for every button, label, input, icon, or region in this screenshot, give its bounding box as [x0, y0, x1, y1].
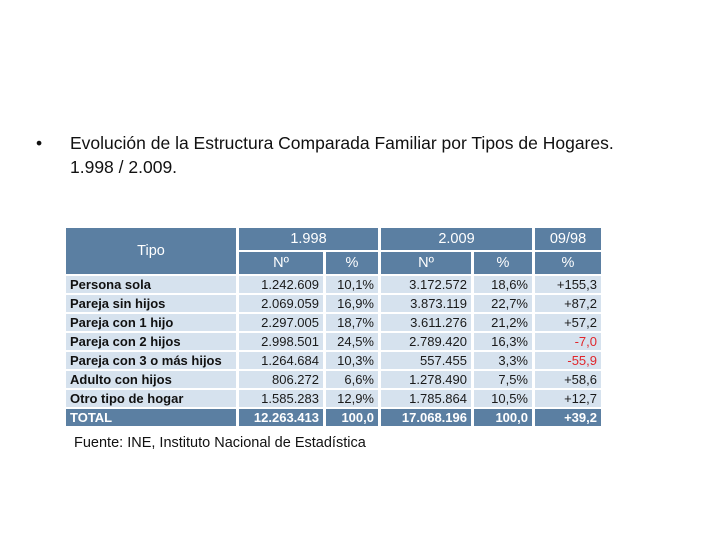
row-n-1998: 2.297.005: [239, 314, 323, 331]
table-row: Pareja con 1 hijo 2.297.005 18,7% 3.611.…: [66, 314, 601, 331]
total-n-2009: 17.068.196: [381, 409, 471, 426]
row-pct-1998: 10,3%: [326, 352, 378, 369]
row-change: +87,2: [535, 295, 601, 312]
row-label: Pareja sin hijos: [66, 295, 236, 312]
row-label: Pareja con 1 hijo: [66, 314, 236, 331]
total-label: TOTAL: [66, 409, 236, 426]
header-pct-change: %: [535, 252, 601, 274]
row-pct-1998: 6,6%: [326, 371, 378, 388]
row-label: Adulto con hijos: [66, 371, 236, 388]
households-table: Tipo 1.998 2.009 09/98 Nº % Nº % % Perso…: [63, 226, 604, 428]
table-row: Pareja con 2 hijos 2.998.501 24,5% 2.789…: [66, 333, 601, 350]
heading-text: Evolución de la Estructura Comparada Fam…: [70, 131, 686, 179]
row-pct-1998: 24,5%: [326, 333, 378, 350]
row-change: +155,3: [535, 276, 601, 293]
row-change: +57,2: [535, 314, 601, 331]
row-pct-2009: 21,2%: [474, 314, 532, 331]
row-pct-2009: 7,5%: [474, 371, 532, 388]
row-n-1998: 2.069.059: [239, 295, 323, 312]
table-row: Otro tipo de hogar 1.585.283 12,9% 1.785…: [66, 390, 601, 407]
row-label: Persona sola: [66, 276, 236, 293]
header-n-1998: Nº: [239, 252, 323, 274]
row-change: +58,6: [535, 371, 601, 388]
row-n-2009: 1.278.490: [381, 371, 471, 388]
bullet-point: •: [36, 133, 43, 153]
source-note: Fuente: INE, Instituto Nacional de Estad…: [74, 435, 366, 451]
row-label: Otro tipo de hogar: [66, 390, 236, 407]
heading-line-1: Evolución de la Estructura Comparada Fam…: [70, 133, 614, 153]
total-n-1998: 12.263.413: [239, 409, 323, 426]
row-pct-2009: 16,3%: [474, 333, 532, 350]
row-n-2009: 2.789.420: [381, 333, 471, 350]
total-pct-1998: 100,0: [326, 409, 378, 426]
header-year-1998: 1.998: [239, 228, 378, 250]
total-change: +39,2: [535, 409, 601, 426]
row-n-2009: 3.873.119: [381, 295, 471, 312]
table-row: Adulto con hijos 806.272 6,6% 1.278.490 …: [66, 371, 601, 388]
header-year-2009: 2.009: [381, 228, 532, 250]
slide-heading: • Evolución de la Estructura Comparada F…: [36, 131, 686, 179]
row-pct-1998: 16,9%: [326, 295, 378, 312]
row-n-1998: 1.585.283: [239, 390, 323, 407]
row-n-2009: 557.455: [381, 352, 471, 369]
header-row-units: Nº % Nº % %: [66, 252, 601, 274]
table-row: Pareja sin hijos 2.069.059 16,9% 3.873.1…: [66, 295, 601, 312]
row-pct-1998: 12,9%: [326, 390, 378, 407]
row-change: -7,0: [535, 333, 601, 350]
row-pct-2009: 22,7%: [474, 295, 532, 312]
header-row-years: Tipo 1.998 2.009 09/98: [66, 228, 601, 274]
row-n-2009: 3.611.276: [381, 314, 471, 331]
row-pct-1998: 18,7%: [326, 314, 378, 331]
row-pct-2009: 3,3%: [474, 352, 532, 369]
header-pct-1998: %: [326, 252, 378, 274]
header-n-2009: Nº: [381, 252, 471, 274]
header-tipo: Tipo: [66, 228, 236, 274]
row-pct-1998: 10,1%: [326, 276, 378, 293]
row-n-2009: 1.785.864: [381, 390, 471, 407]
header-pct-2009: %: [474, 252, 532, 274]
row-n-1998: 806.272: [239, 371, 323, 388]
total-row: TOTAL 12.263.413 100,0 17.068.196 100,0 …: [66, 409, 601, 426]
row-pct-2009: 18,6%: [474, 276, 532, 293]
table-row: Pareja con 3 o más hijos 1.264.684 10,3%…: [66, 352, 601, 369]
row-n-1998: 2.998.501: [239, 333, 323, 350]
row-label: Pareja con 3 o más hijos: [66, 352, 236, 369]
table-row: Persona sola 1.242.609 10,1% 3.172.572 1…: [66, 276, 601, 293]
row-pct-2009: 10,5%: [474, 390, 532, 407]
row-change: -55,9: [535, 352, 601, 369]
header-change: 09/98: [535, 228, 601, 250]
row-n-2009: 3.172.572: [381, 276, 471, 293]
row-label: Pareja con 2 hijos: [66, 333, 236, 350]
total-pct-2009: 100,0: [474, 409, 532, 426]
row-n-1998: 1.242.609: [239, 276, 323, 293]
row-n-1998: 1.264.684: [239, 352, 323, 369]
heading-line-2: 1.998 / 2.009.: [70, 157, 178, 177]
row-change: +12,7: [535, 390, 601, 407]
